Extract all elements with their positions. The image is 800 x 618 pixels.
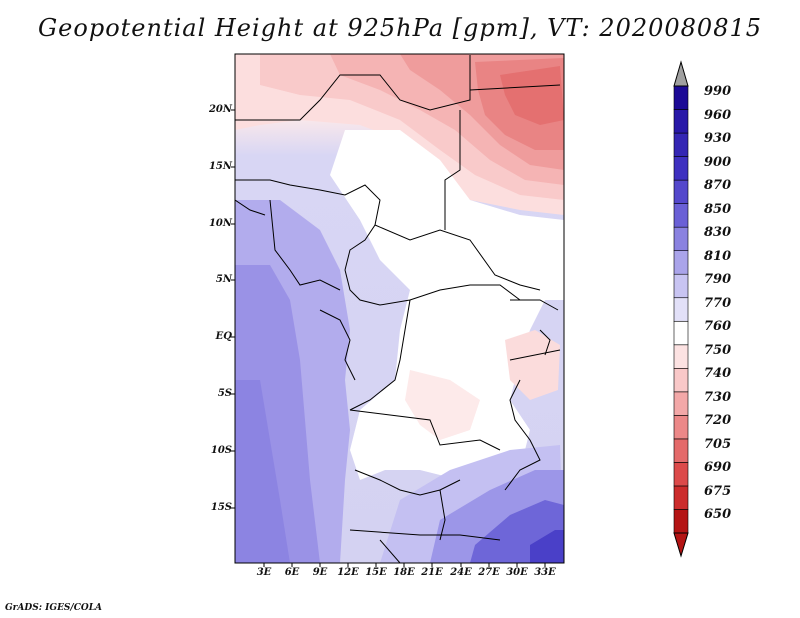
colorbar-label-760: 760	[704, 319, 732, 335]
lon-label-15e: 15E	[365, 567, 387, 578]
colorbar-swatch-730	[673, 391, 689, 416]
lon-label-24e: 24E	[450, 567, 472, 578]
colorbar-swatch-960	[673, 109, 689, 134]
colorbar-label-750: 750	[704, 342, 732, 358]
lat-label-10s: 10S	[210, 445, 232, 456]
lat-label-5n: 5N	[215, 274, 232, 285]
colorbar-arrow-top	[673, 60, 689, 87]
purple-se-870	[530, 530, 564, 563]
lon-label-12e: 12E	[337, 567, 359, 578]
axis-ticks	[231, 109, 546, 567]
lon-label-18e: 18E	[393, 567, 415, 578]
colorbar-label-740: 740	[704, 366, 732, 382]
colorbar-swatch-720	[673, 415, 689, 440]
pink-patch-center	[405, 370, 480, 440]
colorbar-swatch-810	[673, 250, 689, 275]
lat-label-10n: 10N	[208, 218, 232, 229]
lon-label-6e: 6E	[284, 567, 300, 578]
red-core-705	[500, 66, 564, 125]
lon-label-9e: 9E	[312, 567, 328, 578]
chart-title: Geopotential Height at 925hPa [gpm], VT:…	[38, 14, 762, 42]
colorbar-label-675: 675	[704, 483, 732, 499]
lat-label-15s: 15S	[210, 502, 232, 513]
colorbar-label-900: 900	[704, 154, 732, 170]
contour-field	[235, 54, 564, 563]
colorbar-swatch-900	[673, 156, 689, 181]
colorbar-label-960: 960	[704, 107, 732, 123]
purple-band-850	[235, 380, 290, 563]
colorbar-label-790: 790	[704, 272, 732, 288]
colorbar-label-870: 870	[704, 178, 732, 194]
colorbar-swatch-850	[673, 203, 689, 228]
colorbar-swatch-650	[673, 509, 689, 534]
credit-label: GrADS: IGES/COLA	[5, 603, 103, 613]
colorbar-swatch-990	[673, 85, 689, 110]
colorbar-swatch-750	[673, 344, 689, 369]
colorbar-swatch-705	[673, 438, 689, 463]
colorbar-label-770: 770	[704, 295, 732, 311]
colorbar-arrow-bottom	[673, 532, 689, 558]
country-borders	[235, 55, 561, 563]
colorbar-label-720: 720	[704, 413, 732, 429]
colorbar-label-990: 990	[704, 84, 732, 99]
white-zone-760	[330, 130, 564, 480]
lon-label-30e: 30E	[506, 567, 528, 578]
colorbar-swatch-770	[673, 297, 689, 322]
colorbar-swatch-930	[673, 132, 689, 157]
colorbar-label-930: 930	[704, 131, 732, 147]
colorbar	[673, 60, 689, 558]
colorbar-label-850: 850	[704, 201, 732, 217]
lon-label-21e: 21E	[421, 567, 443, 578]
colorbar-label-810: 810	[704, 248, 732, 264]
plot-frame	[234, 53, 565, 564]
colorbar-swatch-675	[673, 485, 689, 510]
lat-label-15n: 15N	[208, 161, 232, 172]
lat-label-5s: 5S	[217, 388, 232, 399]
colorbar-label-650: 650	[704, 507, 732, 523]
lat-label-20n: 20N	[208, 104, 232, 115]
lat-label-eq: EQ	[215, 331, 232, 342]
colorbar-swatch-870	[673, 179, 689, 204]
colorbar-swatch-760	[673, 320, 689, 346]
colorbar-swatch-790	[673, 273, 689, 299]
colorbar-label-690: 690	[704, 460, 732, 476]
colorbar-label-730: 730	[704, 389, 732, 405]
lon-label-27e: 27E	[478, 567, 500, 578]
colorbar-swatch-690	[673, 462, 689, 487]
colorbar-swatch-830	[673, 226, 689, 251]
lon-label-3e: 3E	[256, 567, 272, 578]
colorbar-label-705: 705	[704, 436, 732, 452]
colorbar-label-830: 830	[704, 225, 732, 241]
lon-label-33e: 33E	[534, 567, 556, 578]
colorbar-swatch-740	[673, 368, 689, 393]
